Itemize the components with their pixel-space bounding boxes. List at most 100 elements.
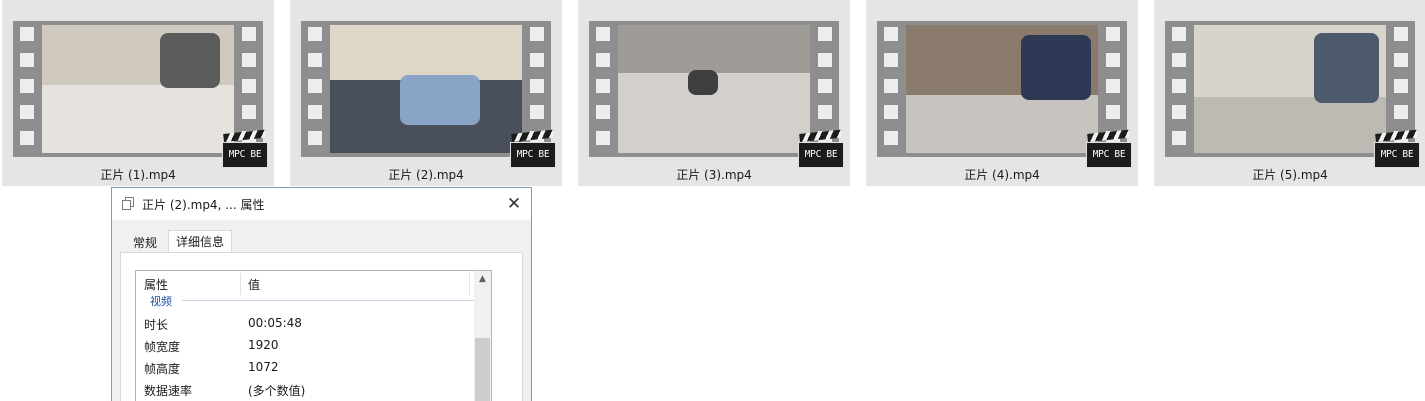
- film-perforation: [20, 27, 34, 41]
- badge-label: MPC BE: [1374, 142, 1420, 168]
- scrollbar-thumb[interactable]: [475, 338, 490, 401]
- film-perforation: [530, 105, 544, 119]
- film-perforation: [884, 131, 898, 145]
- video-frame-preview: [42, 25, 234, 153]
- video-thumbnail[interactable]: MPC BE 正片 (2).mp4: [290, 0, 562, 186]
- film-perforation: [884, 53, 898, 67]
- film-perforation: [242, 105, 256, 119]
- group-heading-video: 视频: [150, 295, 172, 308]
- film-perforation: [1106, 27, 1120, 41]
- property-key: 数据速率: [144, 384, 193, 398]
- property-key: 帧宽度: [144, 340, 181, 354]
- film-perforation: [818, 27, 832, 41]
- film-perforation: [1106, 53, 1120, 67]
- column-header-property[interactable]: 属性: [144, 278, 169, 292]
- film-strip: [1165, 21, 1415, 157]
- badge-label: MPC BE: [798, 142, 844, 168]
- film-perforation: [1394, 79, 1408, 93]
- property-list: 属性 值 视频 时长 00:05:48 帧宽度 1920 帧高度 1072: [135, 270, 492, 401]
- film-strip: [589, 21, 839, 157]
- badge-label: MPC BE: [222, 142, 268, 168]
- film-strip: [13, 21, 263, 157]
- tab-general[interactable]: 常规: [132, 236, 157, 250]
- film-perforation: [1394, 27, 1408, 41]
- badge-label: MPC BE: [510, 142, 556, 168]
- film-perforation: [530, 79, 544, 93]
- film-strip: [301, 21, 551, 157]
- film-perforation: [20, 105, 34, 119]
- mpc-be-clapperboard-icon: MPC BE: [1374, 129, 1420, 168]
- film-perforation: [818, 105, 832, 119]
- video-thumbnail[interactable]: MPC BE 正片 (5).mp4: [1154, 0, 1425, 186]
- video-frame-preview: [330, 25, 522, 153]
- film-perforation: [1172, 27, 1186, 41]
- film-perforation: [530, 53, 544, 67]
- list-item[interactable]: 帧高度 1072: [136, 357, 471, 379]
- film-perforation: [884, 27, 898, 41]
- file-name-label: 正片 (4).mp4: [964, 168, 1040, 182]
- film-strip: [877, 21, 1127, 157]
- column-header-value[interactable]: 值: [248, 278, 261, 292]
- film-perforation: [818, 53, 832, 67]
- property-value: 00:05:48: [248, 316, 302, 330]
- film-perforation: [596, 27, 610, 41]
- file-name-label: 正片 (3).mp4: [676, 168, 752, 182]
- film-perforation: [242, 79, 256, 93]
- dialog-titlebar[interactable]: 正片 (2).mp4, ... 属性 ✕: [112, 188, 531, 220]
- video-thumbnail[interactable]: MPC BE 正片 (1).mp4: [2, 0, 274, 186]
- dialog-title: 正片 (2).mp4, ... 属性: [142, 198, 265, 212]
- video-frame-preview: [906, 25, 1098, 153]
- film-perforation: [20, 131, 34, 145]
- film-perforation: [596, 131, 610, 145]
- film-perforation: [308, 27, 322, 41]
- film-perforation: [20, 53, 34, 67]
- film-perforation: [308, 79, 322, 93]
- film-perforation: [20, 79, 34, 93]
- list-header: 属性 值: [136, 271, 491, 297]
- mpc-be-clapperboard-icon: MPC BE: [222, 129, 268, 168]
- list-item[interactable]: 时长 00:05:48: [136, 313, 471, 335]
- film-perforation: [308, 105, 322, 119]
- mpc-be-clapperboard-icon: MPC BE: [798, 129, 844, 168]
- film-perforation: [1106, 79, 1120, 93]
- property-value: (多个数值): [248, 384, 306, 398]
- film-perforation: [596, 79, 610, 93]
- video-frame-preview: [618, 25, 810, 153]
- film-perforation: [242, 53, 256, 67]
- film-perforation: [308, 131, 322, 145]
- group-divider: [182, 300, 478, 301]
- property-key: 帧高度: [144, 362, 181, 376]
- film-perforation: [1172, 131, 1186, 145]
- properties-dialog: 正片 (2).mp4, ... 属性 ✕ 常规 详细信息 属性 值 视频 时长 …: [111, 187, 532, 401]
- video-thumbnail[interactable]: MPC BE 正片 (3).mp4: [578, 0, 850, 186]
- video-thumbnail[interactable]: MPC BE 正片 (4).mp4: [866, 0, 1138, 186]
- details-panel: 属性 值 视频 时长 00:05:48 帧宽度 1920 帧高度 1072: [120, 252, 523, 401]
- tabs-area: 常规 详细信息 属性 值 视频 时长 00:05:48 帧宽度 1920: [112, 220, 531, 401]
- property-key: 时长: [144, 318, 169, 332]
- scroll-up-arrow-icon[interactable]: ▲: [479, 274, 486, 284]
- film-perforation: [884, 105, 898, 119]
- vertical-scrollbar[interactable]: ▲: [474, 271, 491, 401]
- list-item[interactable]: 数据速率 (多个数值): [136, 379, 471, 401]
- tab-details[interactable]: 详细信息: [168, 230, 232, 252]
- video-frame-preview: [1194, 25, 1386, 153]
- film-perforation: [1394, 105, 1408, 119]
- film-perforation: [1394, 53, 1408, 67]
- film-perforation: [1172, 105, 1186, 119]
- mpc-be-clapperboard-icon: MPC BE: [510, 129, 556, 168]
- file-name-label: 正片 (1).mp4: [100, 168, 176, 182]
- list-item[interactable]: 帧宽度 1920: [136, 335, 471, 357]
- property-value: 1072: [248, 360, 279, 374]
- film-perforation: [530, 27, 544, 41]
- copy-document-icon: [122, 197, 134, 210]
- close-button[interactable]: ✕: [506, 194, 522, 214]
- film-perforation: [884, 79, 898, 93]
- file-name-label: 正片 (2).mp4: [388, 168, 464, 182]
- film-perforation: [242, 27, 256, 41]
- film-perforation: [1172, 79, 1186, 93]
- film-perforation: [818, 79, 832, 93]
- film-perforation: [308, 53, 322, 67]
- film-perforation: [596, 53, 610, 67]
- film-perforation: [1172, 53, 1186, 67]
- file-name-label: 正片 (5).mp4: [1252, 168, 1328, 182]
